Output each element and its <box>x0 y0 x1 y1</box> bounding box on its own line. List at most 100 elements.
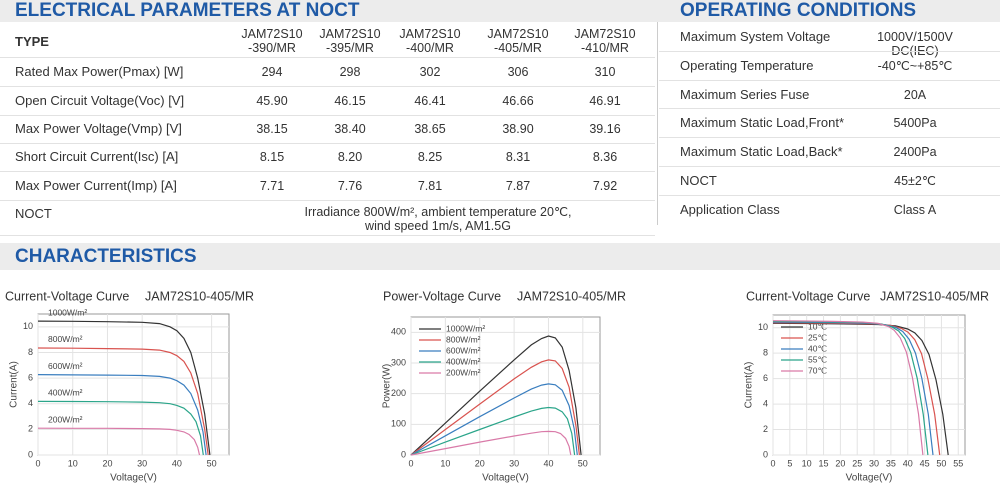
x-tick-label: 55 <box>953 458 963 468</box>
header-band <box>0 0 1000 22</box>
cell-value: 46.91 <box>589 93 621 108</box>
y-tick-label: 6 <box>28 372 33 382</box>
x-tick-label: 20 <box>102 458 112 468</box>
cell-value: 7.81 <box>417 178 443 193</box>
divider <box>657 22 658 225</box>
curve <box>410 406 576 456</box>
x-tick-label: 10 <box>440 458 450 468</box>
x-tick-label: 10 <box>802 458 812 468</box>
y-tick-label: 4 <box>28 398 33 408</box>
cell-value: 294 <box>261 64 283 79</box>
op-label: Operating Temperature <box>680 57 814 73</box>
cell-value: 38.65 <box>414 122 446 136</box>
curve <box>410 383 578 456</box>
y-tick-label: 0 <box>401 449 406 459</box>
curve <box>410 335 582 456</box>
row-line <box>659 108 1000 110</box>
cell-value: 7.92 <box>592 178 618 193</box>
legend-label: 600W/m² <box>48 361 83 371</box>
y-tick-label: 0 <box>28 449 33 459</box>
row-label: Open Circuit Voltage(Voc) [V] <box>15 92 185 108</box>
x-tick-label: 5 <box>787 458 792 468</box>
op-value: 45±2℃ <box>894 174 936 188</box>
cell-value: 39.16 <box>589 122 621 136</box>
curve <box>37 400 204 456</box>
cell-value: 7.71 <box>259 178 285 193</box>
row-label: Rated Max Power(Pmax) [W] <box>15 63 184 79</box>
chart-title: Current-Voltage Curve <box>746 289 870 303</box>
curve <box>37 374 207 456</box>
model-line: -410/MR <box>581 41 629 55</box>
y-tick-label: 8 <box>28 347 33 357</box>
legend-label: 1000W/m² <box>446 323 485 333</box>
legend-label: 400W/m² <box>446 356 481 366</box>
row-line <box>659 50 1000 52</box>
cell-value: 8.15 <box>259 150 285 164</box>
chart-subtitle: JAM72S10-405/MR <box>145 289 254 303</box>
row-line <box>0 57 655 58</box>
op-label: Maximum Static Load,Back* <box>680 144 843 160</box>
x-tick-label: 30 <box>137 458 147 468</box>
legend-label: 200W/m² <box>446 367 481 377</box>
curve <box>772 322 941 456</box>
cell-value: 8.36 <box>592 150 618 164</box>
legend-label: 600W/m² <box>446 345 481 355</box>
model-line: -405/MR <box>494 41 542 55</box>
row-line <box>659 137 1000 139</box>
cell-value: 310 <box>594 64 616 79</box>
plot-area <box>37 313 230 456</box>
cell-value: 306 <box>507 64 529 79</box>
legend-label: 800W/m² <box>446 334 481 344</box>
x-tick-label: 10 <box>68 458 78 468</box>
y-tick-label: 4 <box>763 398 768 408</box>
x-tick-label: 25 <box>852 458 862 468</box>
model-line: JAM72S10 <box>574 27 636 41</box>
noct-text: wind speed 1m/s, AM1.5G <box>365 219 511 233</box>
row-label: NOCT <box>15 206 52 221</box>
cell-value: 38.90 <box>502 122 534 136</box>
y-tick-label: 2 <box>28 424 33 434</box>
legend-label: 40℃ <box>808 343 827 353</box>
row-line <box>659 79 1000 81</box>
op-label: Application Class <box>680 201 780 217</box>
op-label: NOCT <box>680 173 717 188</box>
model-line: JAM72S10 <box>319 27 381 41</box>
cell-value: 302 <box>419 64 441 79</box>
row-line <box>0 86 655 87</box>
op-value: 20A <box>903 87 927 102</box>
row-line <box>659 194 1000 196</box>
model-line: -390/MR <box>248 41 296 55</box>
plot-area <box>772 314 966 456</box>
cell-value: 7.76 <box>337 178 363 193</box>
x-axis-label: Voltage(V) <box>482 473 529 484</box>
op-label: Maximum Static Load,Front* <box>680 115 845 131</box>
cell-value: 46.15 <box>334 93 366 108</box>
y-tick-label: 100 <box>391 419 406 429</box>
curve <box>772 320 924 456</box>
model-line: -400/MR <box>406 41 454 55</box>
y-axis-label: Current(A) <box>744 362 755 409</box>
row-label: Short Circuit Current(Isc) [A] <box>15 149 179 164</box>
cell-value: 8.31 <box>505 150 531 164</box>
cell-value: 46.66 <box>502 93 534 108</box>
y-tick-label: 300 <box>391 357 406 367</box>
y-tick-label: 2 <box>763 424 768 434</box>
y-tick-label: 200 <box>391 388 406 398</box>
x-tick-label: 30 <box>509 458 519 468</box>
x-tick-label: 40 <box>172 458 182 468</box>
cell-value: 38.15 <box>256 122 288 136</box>
x-tick-label: 20 <box>475 458 485 468</box>
x-tick-label: 15 <box>819 458 829 468</box>
x-tick-label: 0 <box>408 458 413 468</box>
cell-value: 46.41 <box>414 93 446 108</box>
y-axis-label: Current(A) <box>9 361 20 408</box>
legend-label: 400W/m² <box>48 388 83 398</box>
row-line <box>0 235 655 236</box>
cell-value: 8.25 <box>417 150 443 164</box>
curve <box>410 359 580 456</box>
curve <box>37 347 209 456</box>
op-label: Maximum Series Fuse <box>680 86 810 102</box>
cell-value: 298 <box>339 64 361 79</box>
model-line: JAM72S10 <box>487 27 549 41</box>
row-line <box>0 200 655 201</box>
